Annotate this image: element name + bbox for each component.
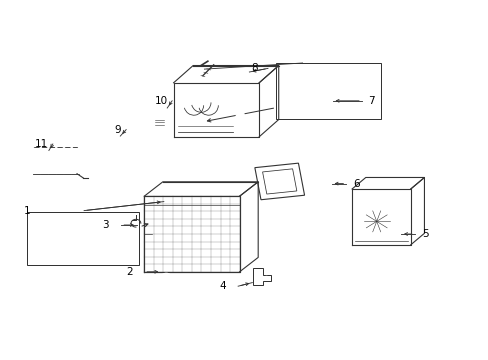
Ellipse shape	[161, 273, 171, 281]
Bar	[27, 212, 139, 265]
Text: 6: 6	[353, 179, 360, 189]
Ellipse shape	[30, 147, 36, 174]
Text: 9: 9	[114, 125, 121, 135]
Ellipse shape	[46, 147, 51, 174]
Ellipse shape	[102, 148, 128, 167]
Ellipse shape	[235, 111, 244, 122]
Ellipse shape	[264, 276, 268, 280]
Ellipse shape	[77, 147, 82, 174]
Ellipse shape	[107, 152, 123, 163]
Text: 4: 4	[219, 281, 225, 291]
Text: 7: 7	[367, 96, 374, 106]
Ellipse shape	[104, 168, 126, 174]
Text: 3: 3	[102, 220, 108, 230]
FancyBboxPatch shape	[104, 167, 126, 175]
Ellipse shape	[231, 107, 248, 125]
Text: 11: 11	[35, 139, 48, 149]
Ellipse shape	[152, 116, 166, 129]
Ellipse shape	[360, 206, 392, 237]
Bar	[276, 63, 381, 119]
Ellipse shape	[76, 147, 83, 174]
Text: 5: 5	[421, 229, 428, 239]
Text: 2: 2	[126, 267, 133, 277]
Ellipse shape	[54, 147, 59, 174]
Text: 10: 10	[155, 96, 167, 106]
Ellipse shape	[163, 275, 169, 279]
Text: 1: 1	[23, 206, 30, 216]
Ellipse shape	[69, 147, 74, 174]
Text: 8: 8	[250, 63, 257, 73]
Ellipse shape	[157, 133, 162, 136]
Ellipse shape	[38, 147, 43, 174]
Ellipse shape	[61, 147, 66, 174]
Ellipse shape	[148, 113, 170, 132]
